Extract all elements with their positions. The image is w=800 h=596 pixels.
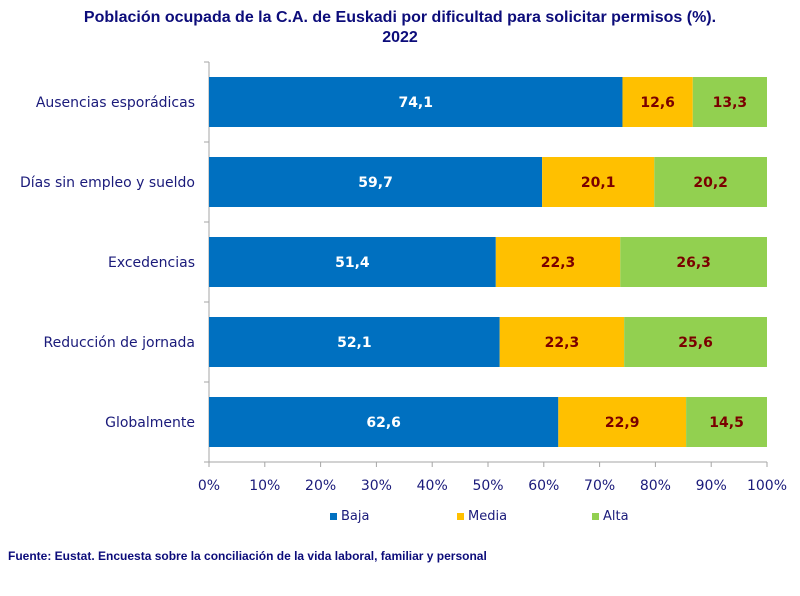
bar-segment-media — [499, 317, 625, 367]
category-label: Reducción de jornada — [44, 335, 195, 351]
bar-value-label: 62,6 — [366, 415, 401, 431]
x-tick-label: 90% — [696, 478, 727, 494]
x-tick-label: 70% — [584, 478, 615, 494]
bar-segment-media — [558, 397, 687, 447]
legend-swatch-media — [457, 513, 464, 520]
x-tick-label: 20% — [305, 478, 336, 494]
bar-value-label: 25,6 — [678, 335, 713, 351]
bar-segment-media — [622, 77, 693, 127]
bar-segment-media — [542, 157, 655, 207]
bar-value-label: 20,2 — [693, 175, 728, 191]
bar-value-label: 59,7 — [358, 175, 393, 191]
category-label: Días sin empleo y sueldo — [20, 175, 195, 191]
bar-value-label: 13,3 — [713, 95, 748, 111]
bar-segment-alta — [686, 397, 767, 447]
bar-value-label: 12,6 — [640, 95, 675, 111]
bar-value-label: 22,3 — [545, 335, 580, 351]
bar-value-label: 51,4 — [335, 255, 370, 271]
bar-segment-alta — [624, 317, 767, 367]
chart-title-line1: Población ocupada de la C.A. de Euskadi … — [83, 9, 717, 26]
x-tick-label: 60% — [528, 478, 559, 494]
bar-segment-baja — [209, 237, 496, 287]
x-tick-label: 40% — [417, 478, 448, 494]
x-tick-label: 30% — [361, 478, 392, 494]
bar-segment-baja — [209, 77, 623, 127]
legend-swatch-alta — [592, 513, 599, 520]
category-label: Ausencias esporádicas — [36, 95, 195, 111]
bar-segment-baja — [209, 317, 500, 367]
bar-segment-alta — [692, 77, 767, 127]
bar-segment-alta — [620, 237, 767, 287]
bar-value-label: 14,5 — [709, 415, 744, 431]
x-tick-label: 100% — [747, 478, 787, 494]
x-tick-label: 80% — [640, 478, 671, 494]
bar-segment-alta — [654, 157, 767, 207]
bar-value-label: 22,3 — [541, 255, 576, 271]
x-tick-label: 10% — [249, 478, 280, 494]
bar-value-label: 74,1 — [398, 95, 433, 111]
category-label: Globalmente — [105, 415, 195, 431]
legend-label-baja: Baja — [341, 509, 369, 524]
category-label: Excedencias — [108, 255, 195, 271]
legend-swatch-baja — [330, 513, 337, 520]
source-note: Fuente: Eustat. Encuesta sobre la concil… — [8, 549, 487, 563]
bar-value-label: 20,1 — [581, 175, 616, 191]
legend-label-alta: Alta — [603, 509, 629, 524]
chart-title-line2: 2022 — [382, 29, 418, 46]
legend-label-media: Media — [468, 509, 507, 524]
bar-segment-baja — [209, 157, 543, 207]
bar-value-label: 26,3 — [676, 255, 711, 271]
x-tick-label: 50% — [472, 478, 503, 494]
bar-segment-media — [495, 237, 621, 287]
bar-segment-baja — [209, 397, 559, 447]
x-tick-label: 0% — [198, 478, 220, 494]
bar-value-label: 22,9 — [605, 415, 640, 431]
bar-value-label: 52,1 — [337, 335, 372, 351]
chart-title: Población ocupada de la C.A. de Euskadi … — [0, 8, 800, 48]
